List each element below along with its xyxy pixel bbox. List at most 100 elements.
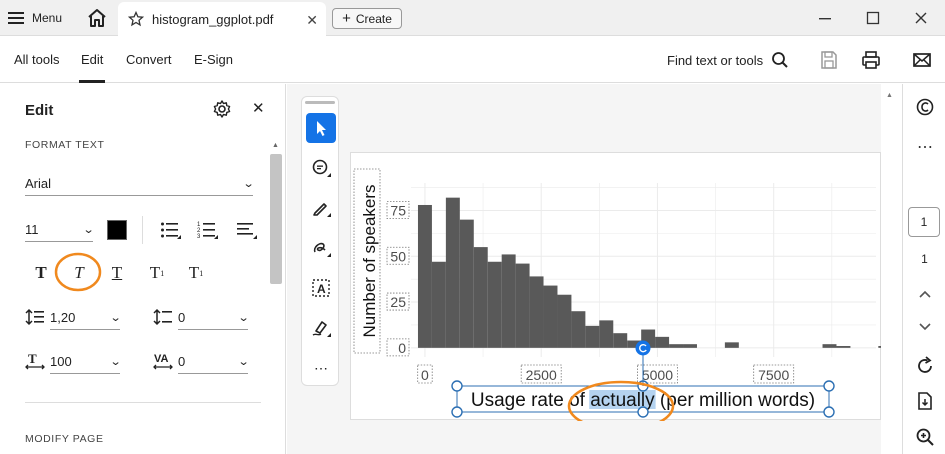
all-tools-tab[interactable]: All tools [14, 52, 60, 67]
convert-tab[interactable]: Convert [126, 52, 172, 67]
select-tool[interactable] [306, 113, 336, 143]
minimize-icon[interactable] [815, 8, 835, 28]
rotate-handle-icon[interactable] [635, 340, 651, 356]
svg-text:2: 2 [197, 228, 201, 234]
print-icon[interactable] [860, 49, 882, 71]
histogram-bar [613, 333, 628, 348]
selection-highlight [589, 390, 656, 409]
y-tick-label: 75 [390, 202, 406, 218]
histogram-bar [585, 325, 600, 348]
close-window-icon[interactable] [911, 8, 931, 28]
email-icon[interactable] [911, 49, 933, 71]
font-size-value: 11 [25, 222, 39, 237]
highlight-tool[interactable] [306, 193, 336, 223]
resize-handle[interactable] [823, 406, 835, 418]
x-axis-label-part: Usage rate of [471, 390, 590, 411]
comment-icon [312, 159, 331, 177]
home-button[interactable] [86, 7, 108, 29]
text-color-swatch[interactable] [107, 220, 127, 240]
underline-icon[interactable]: T [111, 263, 123, 282]
horizontal-scale-select[interactable]: 100 ⌄ [50, 350, 122, 374]
y-tick-label: 50 [390, 248, 406, 264]
settings-gear-icon[interactable] [212, 99, 232, 119]
x-tick-label: 0 [421, 367, 429, 383]
x-axis-label-group[interactable]: Usage rate of actually (per million word… [451, 340, 835, 432]
ai-assistant-icon[interactable] [914, 96, 936, 118]
save-icon[interactable] [818, 49, 840, 71]
more-tools-icon[interactable]: ⋯ [314, 359, 328, 376]
home-icon [88, 9, 106, 27]
x-tick-label: 2500 [526, 367, 557, 383]
current-page-input[interactable]: 1 [908, 207, 940, 237]
y-tick-box [386, 246, 410, 265]
next-page-icon[interactable] [914, 316, 936, 338]
character-spacing-select[interactable]: 0 ⌄ [178, 350, 250, 374]
x-axis-label[interactable]: Usage rate of actually (per million word… [471, 390, 815, 411]
scroll-up-arrow-icon[interactable]: ▲ [886, 92, 893, 99]
star-icon[interactable] [128, 11, 144, 27]
comment-tool[interactable] [306, 153, 336, 183]
close-tab-icon[interactable]: ✕ [306, 12, 318, 28]
svg-text:1: 1 [197, 222, 201, 228]
draw-tool[interactable] [306, 233, 336, 263]
bulleted-list-icon[interactable] [160, 220, 182, 243]
chevron-down-icon: ⌄ [109, 356, 122, 368]
rotate-icon[interactable] [914, 355, 936, 377]
italic-icon[interactable]: T [74, 263, 84, 282]
scroll-up-arrow-icon[interactable]: ▲ [272, 142, 279, 149]
document-tab[interactable]: histogram_ggplot.pdf ✕ [118, 2, 326, 36]
x-tick-box [753, 364, 795, 384]
y-axis-label: Number of speakers [360, 184, 379, 337]
histogram-bar [836, 346, 851, 348]
text-box-tool[interactable]: A [306, 273, 336, 303]
histogram-bar [557, 294, 572, 348]
menu-button[interactable]: Menu [8, 7, 62, 29]
chevron-down-icon: ⌄ [237, 356, 250, 368]
histogram-bar [599, 320, 614, 348]
create-button[interactable]: + Create [332, 8, 402, 29]
histogram-bar [724, 342, 739, 348]
resize-handle[interactable] [451, 380, 463, 392]
selected-word: actually [590, 390, 655, 411]
maximize-icon[interactable] [863, 8, 883, 28]
resize-handle[interactable] [823, 380, 835, 392]
more-options-icon[interactable]: ⋯ [917, 139, 933, 156]
drag-handle[interactable] [305, 101, 335, 104]
chevron-down-icon: ⌄ [109, 312, 122, 324]
y-tick-label: 25 [390, 294, 406, 310]
font-family-select[interactable]: Arial ⌄ [25, 172, 254, 196]
line-spacing-select[interactable]: 1,20 ⌄ [50, 306, 122, 330]
rotate-arrow-glyph [639, 343, 647, 353]
find-text-or-tools[interactable]: Find text or tools [667, 51, 789, 69]
font-size-select[interactable]: 11 ⌄ [25, 218, 94, 242]
font-family-value: Arial [25, 176, 52, 191]
highlight-circle-italic [54, 252, 102, 292]
svg-text:A: A [317, 282, 326, 296]
sign-tool[interactable] [306, 313, 336, 343]
previous-page-icon[interactable] [914, 283, 936, 305]
zoom-in-icon[interactable] [914, 426, 936, 448]
esign-tab[interactable]: E-Sign [194, 52, 234, 67]
paragraph-spacing-select[interactable]: 0 ⌄ [178, 306, 249, 330]
close-panel-icon[interactable]: ✕ [252, 100, 265, 117]
panel-title: Edit [25, 102, 54, 119]
extract-page-icon[interactable] [914, 390, 936, 412]
plus-icon: + [342, 10, 351, 27]
panel-scrollbar-thumb[interactable] [270, 154, 282, 284]
pen-icon [313, 203, 331, 217]
text-align-icon[interactable] [236, 220, 258, 243]
y-tick-box [386, 201, 410, 219]
resize-handle[interactable] [637, 406, 649, 418]
line-spacing-value: 1,20 [50, 310, 76, 325]
document-scrollbar[interactable]: ▲ [881, 84, 899, 454]
total-pages: 1 [921, 252, 928, 266]
bold-icon[interactable]: T [35, 263, 47, 282]
histogram-bar [529, 276, 544, 348]
edit-tab[interactable]: Edit [81, 52, 104, 67]
resize-handle[interactable] [451, 406, 463, 418]
horizontal-scale-value: 100 [50, 354, 72, 369]
